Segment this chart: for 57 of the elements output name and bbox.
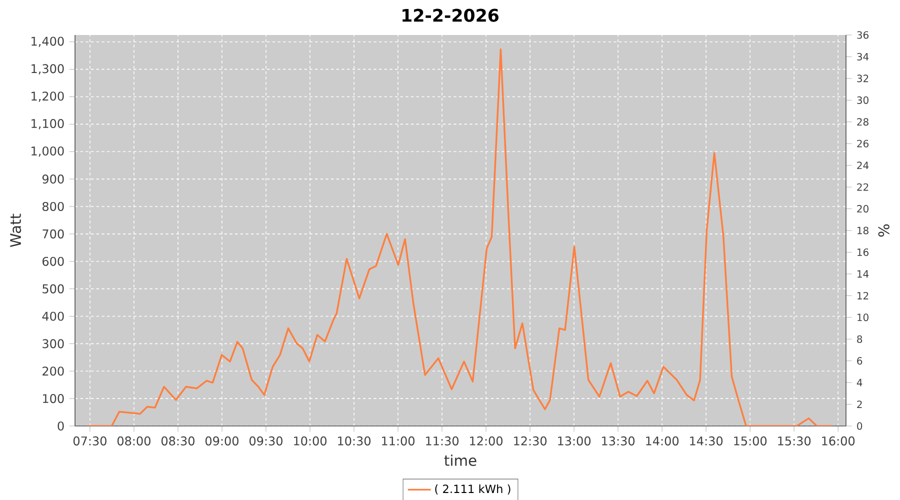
x-tick-label: 12:30 — [514, 436, 547, 446]
y2-tick-label: 16 — [858, 248, 868, 256]
x-tick-label: 14:30 — [690, 436, 723, 446]
y2-tick-label: 24 — [857, 162, 869, 170]
x-tick-label: 11:30 — [426, 436, 458, 446]
x-tick-label: 09:00 — [205, 436, 238, 446]
y-tick-label: 1,200 — [32, 92, 64, 102]
x-tick-label: 15:00 — [734, 436, 767, 446]
y-tick-label: 1,000 — [32, 146, 64, 157]
y2-tick-label: 8 — [857, 335, 862, 343]
y2-tick-label: 0 — [857, 422, 862, 430]
y2-tick-label: 36 — [857, 31, 868, 39]
y-tick-label: 100 — [43, 394, 64, 404]
x-tick-label: 12:00 — [470, 436, 503, 446]
y-tick-label: 900 — [42, 174, 64, 184]
y2-tick-label: 10 — [858, 314, 868, 322]
y2-axis-title: % — [878, 224, 890, 237]
x-tick-label: 13:00 — [558, 436, 591, 446]
y2-tick-label: 14 — [858, 270, 869, 278]
y2-tick-label: 18 — [858, 226, 868, 234]
y-tick-label: 0 — [58, 421, 64, 431]
y-tick-label: 700 — [42, 229, 64, 238]
y-tick-label: 800 — [42, 202, 64, 212]
x-tick-label: 16:00 — [822, 436, 855, 446]
y-tick-label: 300 — [42, 339, 64, 348]
y-tick-label: 600 — [42, 256, 64, 266]
x-axis-title: time — [444, 454, 476, 466]
y2-tick-label: 2 — [857, 400, 862, 408]
x-tick-label: 11:00 — [382, 436, 414, 446]
y-tick-label: 1,300 — [32, 64, 64, 74]
x-tick-label: 15:30 — [778, 436, 811, 446]
y2-tick-label: 4 — [856, 378, 862, 386]
x-tick-label: 14:00 — [646, 436, 679, 446]
chart-title: 12-2-2026 — [402, 8, 498, 22]
y-tick-label: 500 — [42, 284, 64, 294]
x-tick-label: 07:30 — [73, 436, 106, 446]
x-tick-label: 13:30 — [602, 436, 635, 446]
legend-label: ( 2.111 kWh ) — [435, 484, 510, 494]
y2-tick-label: 28 — [857, 118, 868, 126]
x-tick-label: 08:30 — [161, 436, 194, 446]
x-tick-label: 10:30 — [338, 436, 370, 446]
x-tick-label: 09:30 — [249, 436, 282, 446]
y2-tick-label: 12 — [858, 292, 868, 300]
y-tick-label: 200 — [42, 366, 64, 376]
y-tick-label: 1,100 — [32, 119, 64, 130]
y2-tick-label: 32 — [857, 74, 868, 82]
y-tick-label: 1,400 — [32, 36, 64, 48]
y2-tick-label: 34 — [857, 52, 869, 61]
x-tick-label: 10:00 — [294, 436, 326, 446]
y-tick-label: 400 — [42, 312, 64, 321]
y2-tick-label: 6 — [857, 357, 862, 365]
y2-tick-label: 30 — [857, 96, 868, 104]
x-tick-label: 08:00 — [117, 436, 150, 446]
y-axis-title: Watt — [10, 214, 22, 248]
y2-tick-label: 26 — [857, 140, 868, 148]
y2-tick-label: 22 — [857, 183, 868, 191]
y2-tick-label: 20 — [857, 204, 868, 213]
